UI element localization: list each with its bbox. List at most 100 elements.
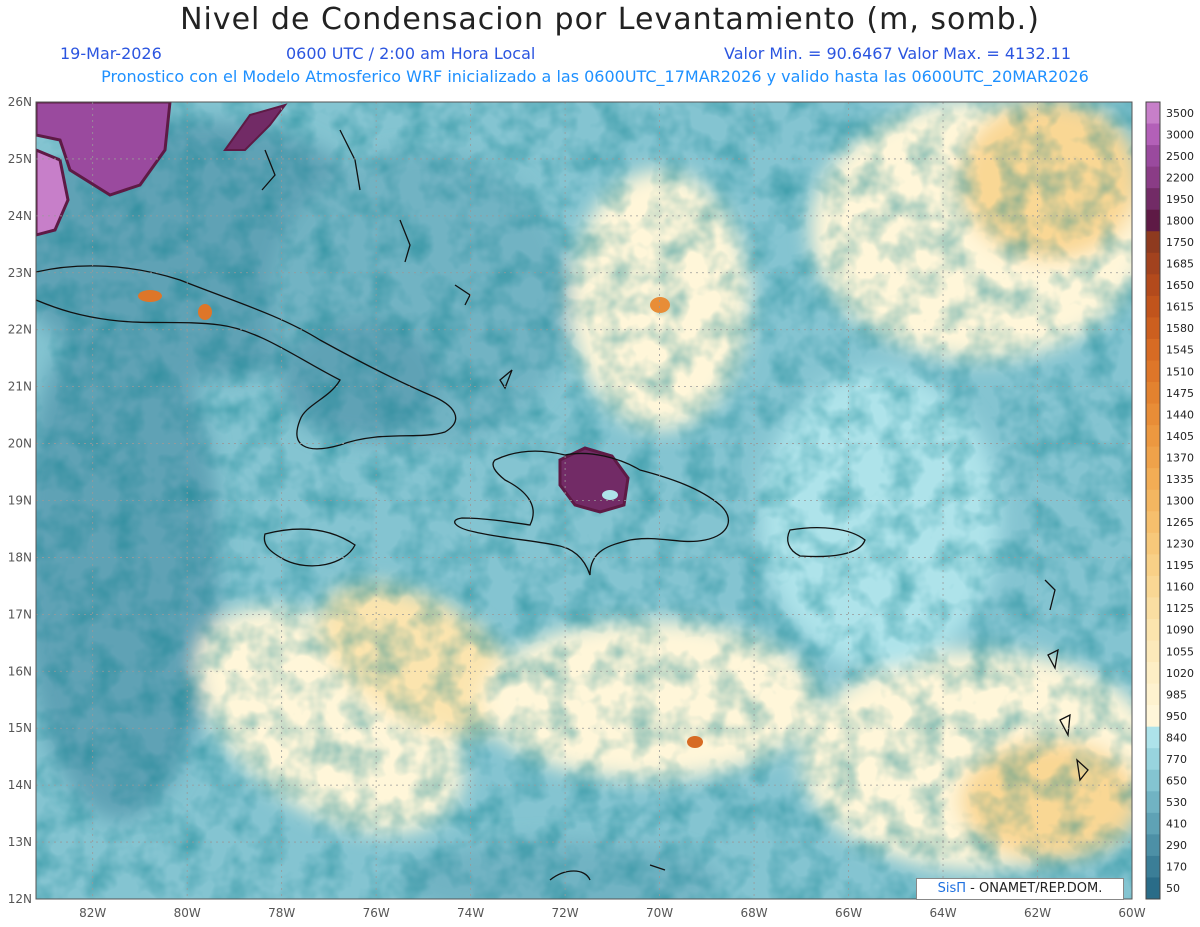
- colorbar-swatch: [1146, 812, 1160, 835]
- colorbar-label: 1020: [1166, 667, 1194, 680]
- sispi-logo: SisΠ: [937, 881, 967, 896]
- colorbar-label: 1580: [1166, 322, 1194, 335]
- colorbar-label: 1370: [1166, 451, 1194, 464]
- colorbar-label: 3000: [1166, 128, 1194, 141]
- colorbar-label: 950: [1166, 710, 1187, 723]
- colorbar-label: 1440: [1166, 408, 1194, 421]
- colorbar-label: 1125: [1166, 602, 1194, 615]
- colorbar-label: 2200: [1166, 171, 1194, 184]
- colorbar-label: 1615: [1166, 301, 1194, 314]
- lat-label: 22N: [8, 323, 32, 337]
- colorbar-label: 530: [1166, 796, 1187, 809]
- lon-label: 78W: [268, 906, 295, 920]
- longitude-labels: 82W 80W 78W 76W 74W 72W 70W 68W 66W 64W 62W 60W: [79, 906, 1146, 920]
- colorbar-swatch: [1146, 145, 1160, 168]
- colorbar-label: 1300: [1166, 495, 1194, 508]
- lon-label: 80W: [174, 906, 201, 920]
- lat-label: 13N: [8, 835, 32, 849]
- colorbar-swatch: [1146, 575, 1160, 598]
- colorbar-swatch: [1146, 683, 1160, 706]
- map-frame: [35, 101, 1133, 900]
- colorbar-swatch: [1146, 640, 1160, 663]
- colorbar-swatch: [1146, 295, 1160, 318]
- lon-label: 68W: [740, 906, 767, 920]
- lat-label: 17N: [8, 607, 32, 621]
- colorbar-label: 1545: [1166, 344, 1194, 357]
- colorbar-swatch: [1146, 726, 1160, 749]
- colorbar-label: 1510: [1166, 365, 1194, 378]
- colorbar-swatch: [1146, 274, 1160, 297]
- colorbar-label: 290: [1166, 839, 1187, 852]
- lat-label: 25N: [8, 152, 32, 166]
- forecast-time: 0600 UTC / 2:00 am Hora Local: [286, 44, 536, 63]
- colorbar-label: 3500: [1166, 107, 1194, 120]
- lon-label: 76W: [363, 906, 390, 920]
- colorbar-swatch: [1146, 231, 1160, 254]
- lat-label: 20N: [8, 437, 32, 451]
- value-min-max: Valor Min. = 90.6467 Valor Max. = 4132.1…: [724, 44, 1072, 63]
- colorbar-swatch: [1146, 338, 1160, 361]
- colorbar-swatch: [1146, 188, 1160, 211]
- lon-label: 66W: [835, 906, 862, 920]
- colorbar-swatch: [1146, 791, 1160, 814]
- colorbar-swatch: [1146, 123, 1160, 146]
- colorbar-swatch: [1146, 166, 1160, 189]
- colorbar-swatch: [1146, 252, 1160, 275]
- colorbar-swatch: [1146, 618, 1160, 642]
- lat-label: 18N: [8, 550, 32, 564]
- colorbar-label: 50: [1166, 882, 1180, 895]
- colorbar-swatch: [1146, 855, 1160, 878]
- colorbar-label: 1685: [1166, 258, 1194, 271]
- colorbar-swatch: [1146, 705, 1160, 728]
- lat-lon-grid: [36, 101, 1133, 900]
- colorbar-swatch: [1146, 425, 1160, 448]
- colorbar-swatch: [1146, 360, 1160, 383]
- colorbar-swatch: [1146, 554, 1160, 577]
- lat-label: 24N: [8, 209, 32, 223]
- colorbar-swatch: [1146, 511, 1160, 534]
- lat-label: 19N: [8, 494, 32, 508]
- lat-label: 16N: [8, 664, 32, 678]
- colorbar-label: 1265: [1166, 516, 1194, 529]
- lon-label: 82W: [79, 906, 106, 920]
- colorbar: 3500 3000 2500 2200 1950 1800 1750 1685 1650 1615…: [1145, 101, 1194, 900]
- colorbar-label: 410: [1166, 818, 1187, 831]
- colorbar-frame: [1145, 101, 1161, 900]
- colorbar-label: 170: [1166, 861, 1187, 874]
- lon-label: 60W: [1118, 906, 1145, 920]
- colorbar-label: 1160: [1166, 581, 1194, 594]
- colorbar-swatch: [1146, 662, 1160, 685]
- credit-box: SisΠ - ONAMET/REP.DOM.: [916, 878, 1124, 900]
- latitude-labels: 26N 25N 24N 23N 22N 21N 20N 19N 18N 17N 16N 15N 14N 1…: [8, 95, 32, 906]
- forecast-date: 19-Mar-2026: [60, 44, 162, 63]
- colorbar-label: 985: [1166, 688, 1187, 701]
- colorbar-label: 1090: [1166, 624, 1194, 637]
- colorbar-swatch: [1146, 834, 1160, 857]
- lon-label: 74W: [457, 906, 484, 920]
- lon-label: 70W: [646, 906, 673, 920]
- credit-text: - ONAMET/REP.DOM.: [970, 881, 1103, 896]
- colorbar-label: 770: [1166, 753, 1187, 766]
- colorbar-swatch: [1146, 489, 1160, 512]
- colorbar-swatch: [1146, 769, 1160, 792]
- colorbar-label: 1950: [1166, 193, 1194, 206]
- lat-label: 14N: [8, 778, 32, 792]
- colorbar-swatch: [1146, 468, 1160, 491]
- colorbar-swatch: [1146, 532, 1160, 555]
- lat-label: 21N: [8, 380, 32, 394]
- map-title: Nivel de Condensacion por Levantamiento …: [180, 2, 1040, 37]
- lon-label: 62W: [1024, 906, 1051, 920]
- lon-label: 72W: [552, 906, 579, 920]
- colorbar-swatch: [1146, 446, 1160, 469]
- coastlines: [36, 129, 1089, 881]
- colorbar-label: 1650: [1166, 279, 1194, 292]
- colorbar-swatch: [1146, 382, 1160, 405]
- colorbar-swatch: [1146, 317, 1160, 340]
- lat-label: 26N: [8, 95, 32, 109]
- colorbar-label: 1055: [1166, 645, 1194, 658]
- colorbar-swatch: [1146, 209, 1160, 232]
- model-info: Pronostico con el Modelo Atmosferico WRF…: [101, 67, 1089, 86]
- colorbar-label: 1230: [1166, 538, 1194, 551]
- colorbar-label: 1750: [1166, 236, 1194, 249]
